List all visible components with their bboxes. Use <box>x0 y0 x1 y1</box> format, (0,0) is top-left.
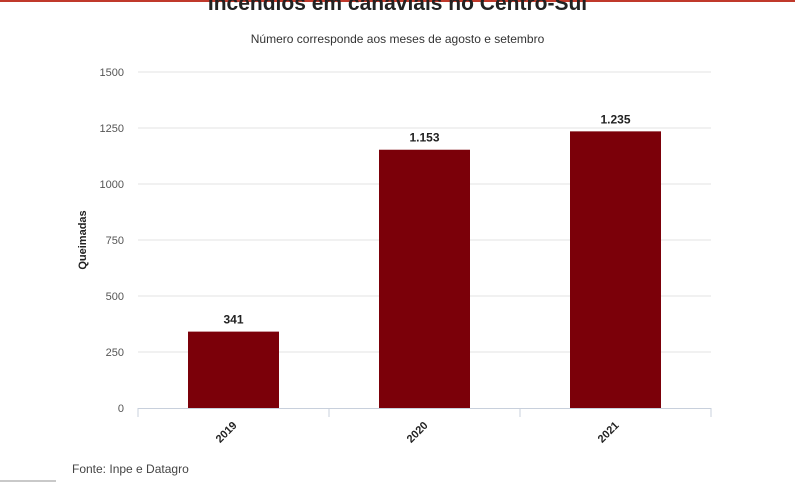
x-tick-label: 2021 <box>596 420 622 446</box>
bar-2021 <box>570 131 661 409</box>
y-axis-title: Queimadas <box>77 210 89 269</box>
chart-subtitle: Número corresponde aos meses de agosto e… <box>250 32 545 46</box>
bar-2020 <box>379 149 470 408</box>
x-tick-label: 2019 <box>214 420 240 446</box>
data-label: 1.153 <box>409 131 439 145</box>
bars <box>188 131 661 409</box>
y-tick-label: 0 <box>118 403 124 415</box>
top-accent-rule <box>0 0 795 2</box>
bar-2019 <box>188 331 279 408</box>
y-tick-label: 500 <box>106 291 124 303</box>
y-tick-label: 750 <box>106 235 124 247</box>
bottom-divider <box>0 480 56 482</box>
y-tick-label: 1000 <box>100 179 124 191</box>
source-note: Fonte: Inpe e Datagro <box>72 462 189 476</box>
x-tick-label: 2020 <box>405 420 431 446</box>
data-label: 341 <box>223 313 243 327</box>
value-labels: 341 1.153 1.235 <box>223 112 630 326</box>
y-axis-ticks: 0 250 500 750 1000 1250 1500 <box>100 67 124 415</box>
y-tick-label: 1250 <box>100 123 124 135</box>
y-tick-label: 250 <box>106 347 124 359</box>
chart-title: Incêndios em canaviais no Centro-Sul <box>207 0 588 15</box>
y-tick-label: 1500 <box>100 67 124 79</box>
data-label: 1.235 <box>600 112 630 126</box>
x-axis: 2019 2020 2021 <box>137 408 712 446</box>
